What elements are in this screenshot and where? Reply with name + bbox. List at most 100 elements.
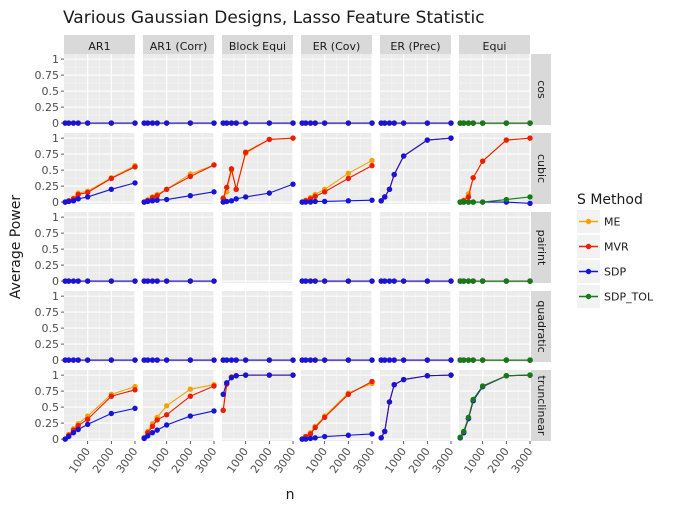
data-point-sdp-tol (527, 194, 533, 200)
data-point-sdp (307, 278, 314, 284)
y-tick-label: 0.75 (35, 306, 60, 319)
data-point-sdp (369, 120, 375, 126)
data-point-sdp (66, 198, 72, 205)
data-point-sdp-tol (527, 278, 533, 284)
data-point-mvr (312, 424, 318, 431)
data-point-sdp-tol (461, 428, 467, 435)
data-point-sdp (187, 192, 194, 199)
y-tick-label: 0 (52, 354, 59, 367)
data-point-sdp (266, 372, 273, 378)
data-point-sdp (154, 278, 160, 284)
data-point-sdp (321, 198, 328, 205)
data-point-sdp (233, 357, 239, 363)
series-group-ar1-corr-cos (141, 120, 217, 126)
panel-equi-pairint (459, 212, 531, 283)
series-group-equi-trunclinear (457, 372, 533, 441)
data-point-me (163, 403, 170, 409)
data-point-mvr (369, 162, 375, 169)
data-point-sdp-tol (470, 199, 476, 205)
data-point-sdp (149, 357, 156, 363)
data-point-sdp (70, 120, 77, 126)
data-point-sdp (369, 278, 375, 284)
series-group-equi-pairint (457, 278, 533, 284)
data-point-sdp (211, 120, 217, 126)
strip-label-cubic: cubic (535, 154, 548, 183)
x-tick-label: 2000 (169, 445, 196, 475)
data-point-sdp (382, 278, 388, 284)
data-point-sdp (149, 278, 156, 284)
panel-er-prec-quadratic (380, 291, 452, 362)
data-point-sdp-tol (479, 199, 486, 205)
data-point-sdp-tol (527, 372, 533, 378)
data-point-sdp (290, 357, 296, 363)
data-point-sdp (154, 120, 160, 126)
data-point-mvr (224, 184, 230, 191)
data-point-me (345, 170, 352, 176)
data-point-sdp (187, 413, 194, 419)
data-point-sdp (345, 278, 352, 284)
legend-item-sdp-tol: SDP_TOL (577, 285, 654, 308)
data-point-sdp (400, 120, 407, 126)
data-point-sdp-tol (465, 120, 472, 126)
data-point-sdp-tol (503, 373, 510, 379)
data-point-sdp (386, 399, 393, 405)
data-point-sdp (303, 357, 309, 363)
x-tick-label: 3000 (114, 445, 141, 475)
data-point-sdp (211, 408, 217, 414)
data-point-sdp (448, 120, 454, 126)
data-point-mvr (154, 192, 160, 199)
data-point-mvr (132, 164, 138, 170)
data-point-sdp (145, 120, 151, 126)
data-point-sdp (391, 171, 397, 178)
data-point-sdp (369, 197, 375, 203)
data-point-sdp (84, 421, 91, 428)
legend: S Method ME MVR SDP SDP_TOL (577, 192, 654, 308)
data-point-mvr (369, 378, 375, 385)
strip-label-ar1: AR1 (88, 40, 110, 53)
strip-ar1 (64, 35, 135, 57)
data-point-mvr (187, 393, 194, 399)
y-tick-label: 0.75 (35, 69, 60, 82)
data-point-sdp (228, 357, 235, 363)
data-point-mvr (84, 189, 91, 196)
series-group-ar1-quadratic (62, 357, 138, 363)
legend-key-point (585, 268, 592, 275)
data-point-sdp (242, 194, 249, 200)
y-tick-label: 0 (52, 196, 59, 209)
strip-pairint (531, 212, 551, 283)
x-tick-label: 3000 (272, 445, 299, 475)
strip-er-cov (301, 35, 372, 57)
x-tick-label: 2000 (485, 445, 512, 475)
data-point-sdp (145, 278, 151, 284)
data-point-sdp (154, 357, 160, 363)
y-tick-label: 0 (52, 275, 59, 288)
strip-label-quadratic: quadratic (535, 300, 548, 352)
data-point-sdp (312, 120, 318, 126)
strip-label-block-equi: Block Equi (229, 40, 286, 53)
data-point-sdp (369, 357, 375, 363)
legend-key-point (585, 218, 592, 225)
data-point-sdp (75, 120, 81, 126)
data-point-sdp-tol (479, 120, 486, 126)
data-point-sdp (400, 153, 407, 159)
series-group-ar1-trunclinear (62, 383, 138, 442)
data-point-sdp (386, 186, 393, 192)
data-point-sdp (378, 435, 384, 441)
y-tick-label: 0.75 (35, 148, 60, 161)
data-point-sdp (84, 278, 91, 284)
data-point-sdp (345, 432, 352, 438)
data-point-sdp (163, 120, 170, 126)
y-tick-label: 0.75 (35, 227, 60, 240)
data-point-sdp-tol (479, 278, 486, 284)
panel-er-prec-pairint (380, 212, 452, 283)
data-point-mvr (75, 191, 81, 198)
data-point-sdp (378, 198, 384, 204)
legend-label: ME (604, 216, 620, 229)
data-point-sdp (84, 357, 91, 363)
strip-equi (459, 35, 530, 57)
x-tick-label: 1000 (303, 445, 330, 475)
series-group-block-equi-trunclinear (220, 372, 296, 413)
data-point-sdp-tol (470, 357, 476, 363)
data-point-sdp (321, 278, 328, 284)
data-point-mvr (108, 175, 115, 182)
